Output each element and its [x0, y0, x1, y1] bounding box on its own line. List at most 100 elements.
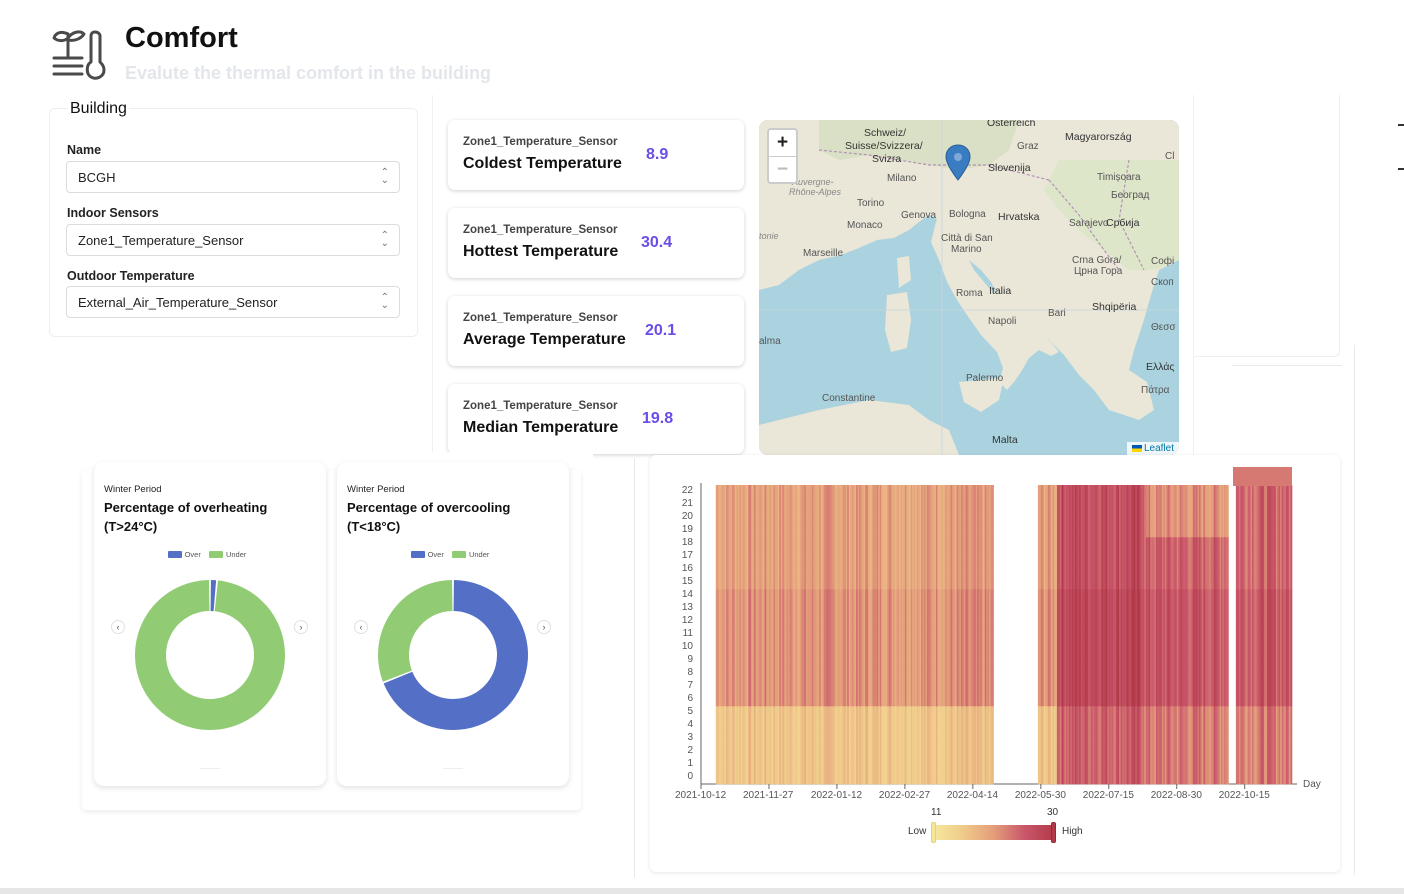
visual-map-min-handle[interactable]: [931, 822, 936, 843]
outdoor-temperature-value: External_Air_Temperature_Sensor: [78, 295, 278, 310]
stat-name: Coldest Temperature: [463, 155, 622, 172]
page-bottom-bar: [0, 888, 1404, 894]
page-subtitle: Evalute the thermal comfort in the build…: [125, 63, 492, 83]
building-legend: Building: [68, 100, 129, 118]
map-label: Београд: [1111, 190, 1150, 201]
x-tick-label: 2022-01-12: [810, 790, 863, 801]
overcooling-card: Winter Period Percentage of overcooling …: [337, 462, 569, 786]
map-label: Suisse/Svizzera/: [845, 140, 923, 152]
x-tick-label: 2021-11-27: [742, 790, 794, 801]
stat-card-hottest: Zone1_Temperature_Sensor Hottest Tempera…: [448, 208, 744, 278]
map[interactable]: Österreich Magyarország Schweiz/ Suisse/…: [759, 120, 1179, 455]
indoor-sensors-label: Indoor Sensors: [67, 206, 159, 220]
indoor-sensors-select[interactable]: Zone1_Temperature_Sensor ⌃ ⌄: [66, 224, 400, 256]
visual-map-max-handle[interactable]: [1051, 822, 1056, 843]
map-label: Malta: [992, 434, 1018, 446]
x-tick-label: 2022-08-30: [1150, 790, 1202, 801]
map-label: Italia: [989, 285, 1012, 297]
map-label: Torino: [857, 198, 885, 209]
x-tick-label: 2022-05-30: [1014, 790, 1066, 801]
x-tick-label: 2022-04-14: [946, 790, 999, 801]
overcooling-donut: [378, 580, 528, 730]
chevron-up-down-icon: ⌃ ⌄: [380, 230, 389, 249]
map-label: Napoli: [988, 316, 1017, 327]
y-tick-label: 22: [681, 484, 693, 496]
page-title: Comfort: [125, 22, 238, 54]
map-label: Скоп: [1151, 277, 1174, 288]
map-label: Rhône-Alpes: [789, 187, 842, 197]
map-label: Svizra: [872, 153, 902, 165]
map-label: Πάτρα: [1141, 385, 1170, 396]
y-tick-label: 6: [687, 692, 693, 704]
map-label: Софі: [1151, 256, 1175, 267]
x-tick-label: 2022-02-27: [878, 790, 931, 801]
stat-name: Average Temperature: [463, 331, 626, 348]
stat-value: 19.8: [642, 410, 674, 427]
zoom-out-button[interactable]: −: [769, 156, 796, 182]
y-tick-label: 19: [681, 523, 693, 535]
map-label: Marino: [951, 244, 982, 255]
stat-name: Hottest Temperature: [463, 243, 619, 260]
name-select-value: BCGH: [78, 170, 116, 185]
right-edge-mark: [1398, 124, 1404, 126]
donut-slice-under[interactable]: [378, 580, 453, 682]
chevron-up-down-icon: ⌃ ⌄: [380, 167, 389, 186]
y-tick-label: 13: [681, 601, 693, 613]
map-label: Slovenija: [988, 162, 1031, 174]
outdoor-temperature-label: Outdoor Temperature: [67, 269, 195, 283]
map-label: Hrvatska: [998, 211, 1040, 223]
x-axis-label: Day: [1303, 779, 1321, 790]
map-label: Graz: [1017, 141, 1039, 152]
name-label: Name: [67, 143, 102, 157]
map-label: Shqipëria: [1092, 301, 1137, 313]
map-label: Österreich: [987, 120, 1036, 129]
map-label: Città di San: [941, 233, 993, 244]
map-label: Ελλάς: [1146, 361, 1175, 373]
stat-sensor: Zone1_Temperature_Sensor: [463, 400, 618, 412]
y-tick-label: 2: [687, 744, 693, 756]
indoor-sensors-value: Zone1_Temperature_Sensor: [78, 233, 244, 248]
map-label: Palermo: [966, 373, 1004, 384]
stat-value: 20.1: [645, 322, 677, 339]
visual-map-low-text: Low: [908, 826, 927, 837]
map-attribution[interactable]: Leaflet: [1126, 442, 1179, 455]
y-tick-label: 1: [687, 757, 693, 769]
y-tick-label: 16: [681, 562, 693, 574]
overheating-donut: [135, 580, 285, 730]
stat-name: Median Temperature: [463, 419, 619, 436]
donut-slice-under[interactable]: [135, 580, 285, 730]
y-tick-label: 15: [681, 575, 693, 587]
heatmap-frame-right: [1354, 345, 1355, 875]
y-tick-label: 4: [687, 718, 693, 730]
y-tick-label: 12: [681, 614, 693, 626]
stat-value: 8.9: [646, 146, 669, 163]
map-label: Genova: [901, 210, 937, 221]
leaflet-link[interactable]: Leaflet: [1143, 443, 1174, 454]
stat-value: 30.4: [641, 234, 673, 251]
thermal-comfort-icon: [50, 26, 110, 82]
visual-map-gradient[interactable]: [934, 825, 1055, 840]
outdoor-temperature-select[interactable]: External_Air_Temperature_Sensor ⌃ ⌄: [66, 286, 400, 318]
stat-sensor: Zone1_Temperature_Sensor: [463, 224, 618, 236]
visual-map-min: 11: [931, 807, 942, 818]
y-tick-label: 20: [681, 510, 693, 522]
name-select[interactable]: BCGH ⌃ ⌄: [66, 161, 400, 193]
map-label: Constantine: [822, 393, 876, 404]
map-label: Auvergne-: [792, 177, 834, 187]
map-label: Bologna: [949, 209, 986, 220]
zoom-in-button[interactable]: +: [776, 132, 789, 153]
map-label: Timișoara: [1097, 172, 1141, 183]
overheating-card: Winter Period Percentage of overheating …: [94, 462, 326, 786]
y-tick-label: 8: [687, 666, 693, 678]
map-label: Monaco: [847, 220, 883, 231]
y-tick-label: 17: [681, 549, 693, 561]
map-label: Crna Gora/: [1072, 255, 1122, 266]
map-label: Marseille: [803, 248, 844, 259]
map-label: Bari: [1048, 308, 1066, 319]
y-tick-label: 21: [681, 497, 693, 509]
map-label: alma: [759, 336, 781, 347]
map-label: Србија: [1106, 217, 1140, 229]
visual-map-high-text: High: [1062, 826, 1083, 837]
stat-sensor: Zone1_Temperature_Sensor: [463, 136, 618, 148]
y-tick-label: 7: [687, 679, 693, 691]
